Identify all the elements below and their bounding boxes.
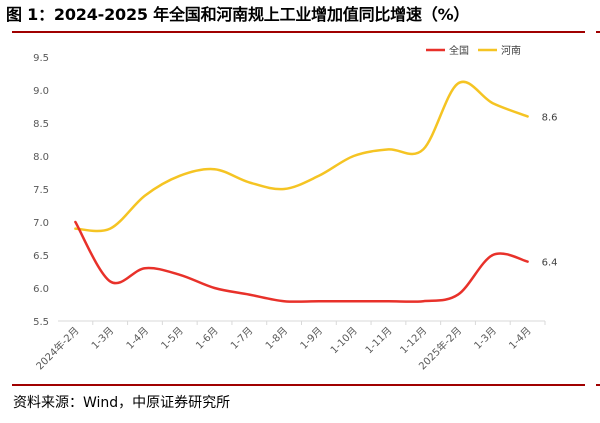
figure-title: 图 1：2024-2025 年全国和河南规上工业增加值同比增速（%） [6,5,470,24]
end-value-label: 6.4 [542,258,558,269]
series-line-national [74,220,529,303]
legend-label: 河南 [501,44,521,57]
x-tick-label: 1-12月 [398,325,430,357]
x-tick-label: 1-9月 [298,325,325,352]
x-tick-label: 1-4月 [507,325,534,352]
y-tick-label: 7.0 [33,218,49,229]
y-tick-label: 7.5 [33,185,49,196]
x-tick-label: 1-6月 [194,325,221,352]
x-tick-label: 2024年-2月 [33,324,81,372]
y-tick-label: 5.5 [33,317,49,328]
title-rule-end [596,31,600,33]
legend-label: 全国 [449,44,469,57]
source-rule [12,384,585,386]
x-tick-label: 1-7月 [228,325,255,352]
chart-axes: 5.5 6.0 6.5 7.0 7.5 8.0 8.5 9.0 9.5 2024年-2月 1-3月 1… [33,53,546,372]
end-value-label: 8.6 [542,112,558,123]
source-rule-end [596,384,600,386]
y-tick-label: 6.0 [33,284,49,295]
chart-legend: 全国 河南 [426,44,521,57]
y-tick-label: 8.0 [33,152,49,163]
x-tick-label: 1-10月 [328,325,360,357]
y-tick-label: 6.5 [33,251,49,262]
series-line-henan [74,80,529,233]
x-tick-label: 1-8月 [263,325,290,352]
line-chart: 5.5 6.0 6.5 7.0 7.5 8.0 8.5 9.0 9.5 2024年-2月 1-3月 1… [33,44,558,372]
source-note: 资料来源：Wind，中原证券研究所 [13,395,231,411]
y-tick-label: 9.5 [33,53,49,64]
x-tick-label: 1-4月 [124,325,151,352]
chart-series: 8.6 6.4 [74,80,558,303]
x-tick-label: 1-3月 [472,325,499,352]
x-tick-label: 1-3月 [89,325,116,352]
y-tick-label: 9.0 [33,86,49,97]
title-rule [12,31,585,33]
x-tick-label: 1-5月 [159,325,186,352]
y-tick-label: 8.5 [33,119,49,130]
chart-area: 5.5 6.0 6.5 7.0 7.5 8.0 8.5 9.0 9.5 2024年-2月 1-3月 1… [0,36,600,382]
x-tick-label: 1-11月 [363,325,395,357]
